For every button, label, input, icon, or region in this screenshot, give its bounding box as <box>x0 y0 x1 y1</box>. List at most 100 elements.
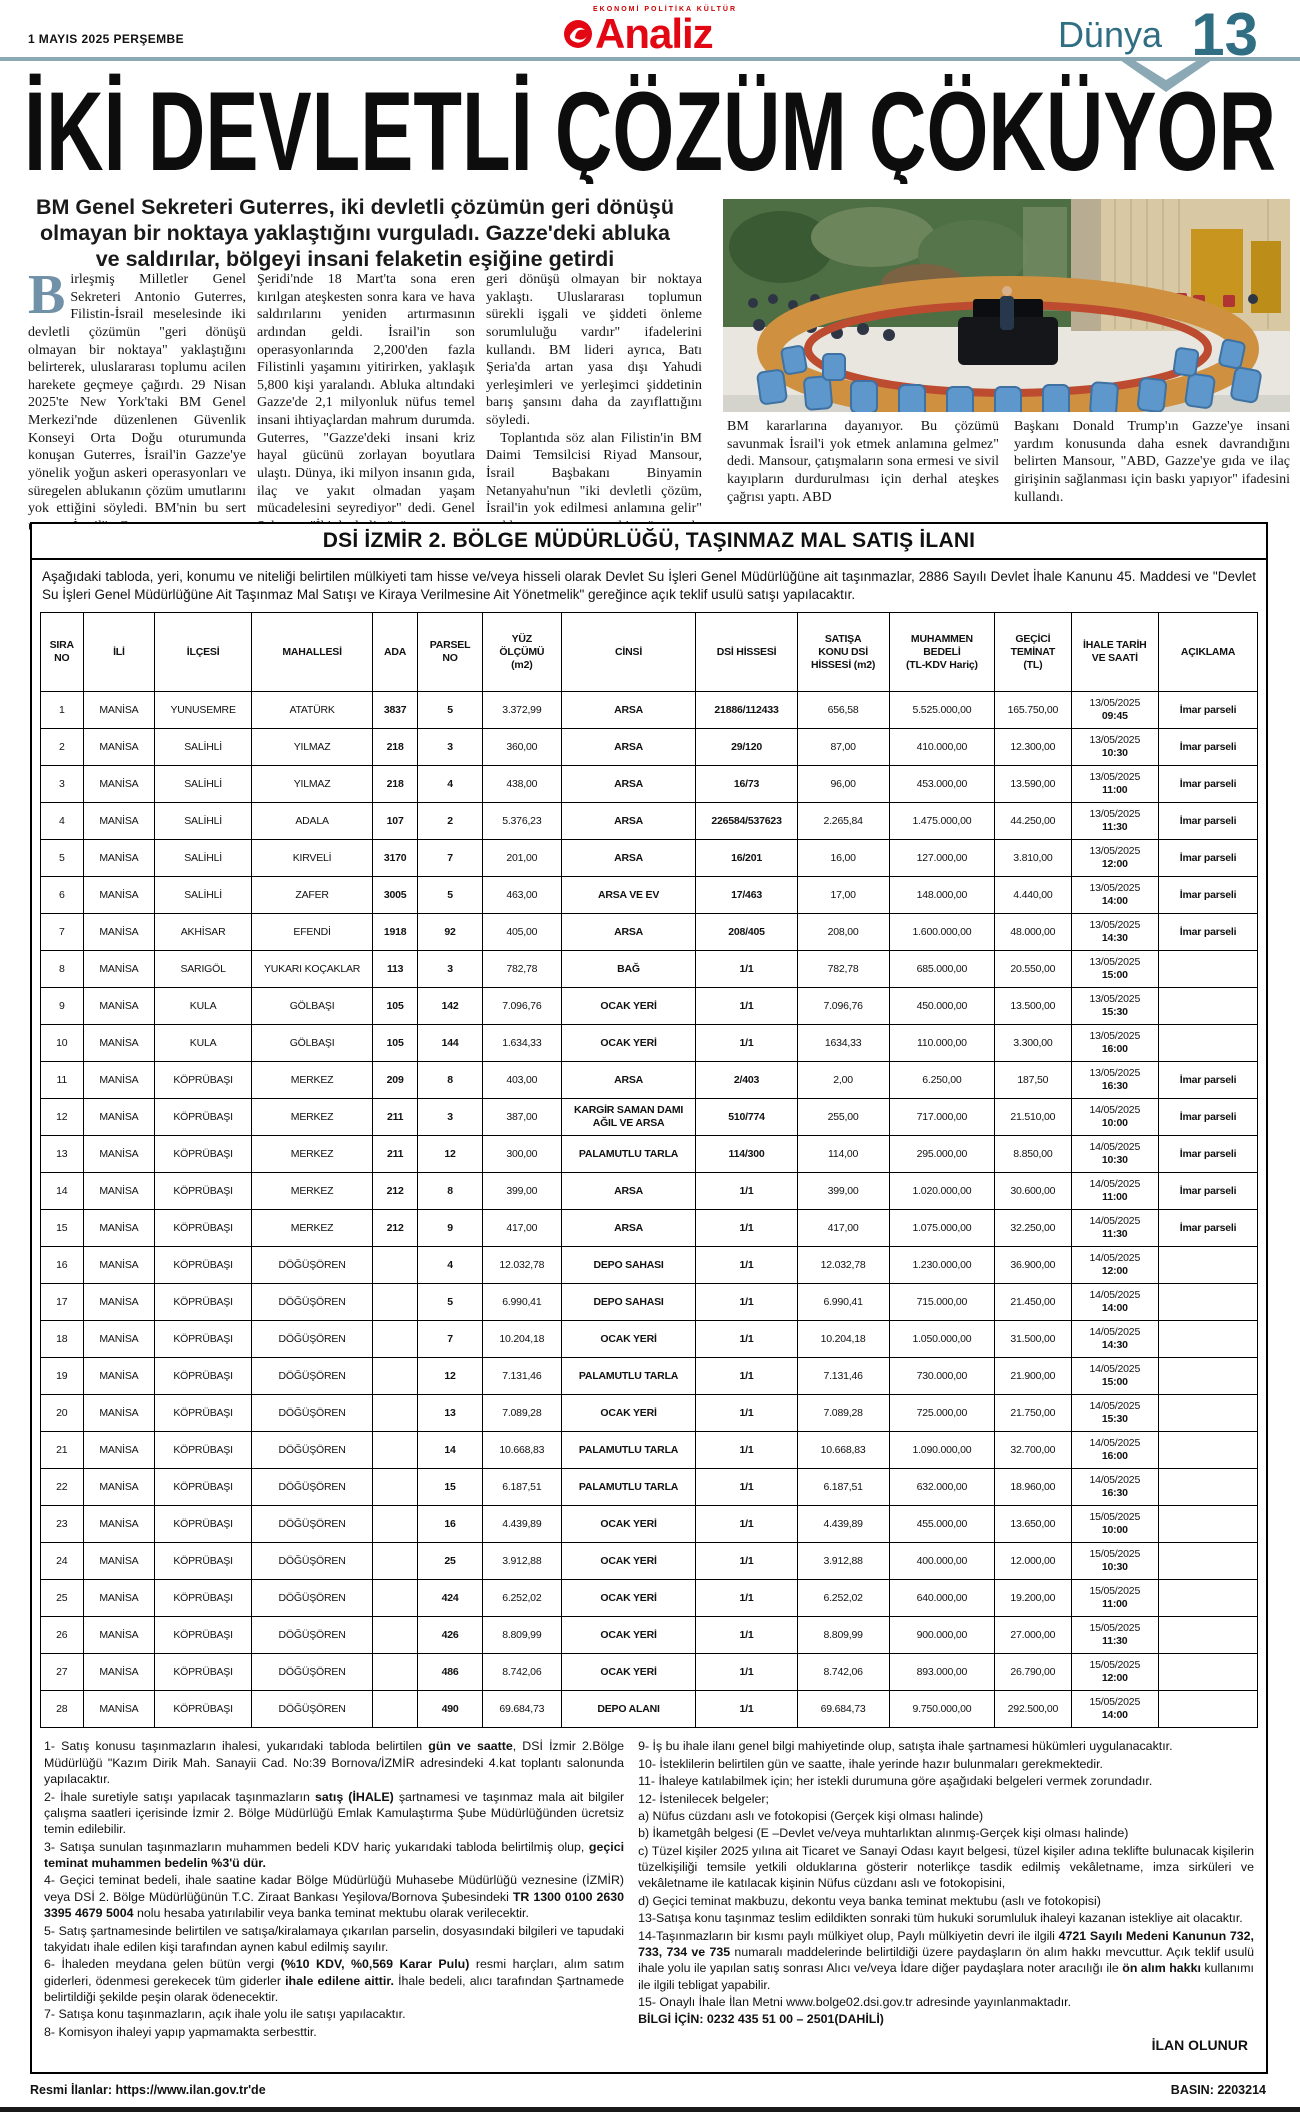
table-cell: KÖPRÜBAŞI <box>154 1098 252 1137</box>
table-cell: 1.600.000,00 <box>888 913 996 952</box>
table-cell: 12.032,78 <box>482 1246 562 1285</box>
table-cell: 13/05/2025 14:30 <box>1070 913 1160 952</box>
table-cell: 16/73 <box>695 765 798 804</box>
table-cell: ARSA <box>560 839 697 878</box>
table-cell: 1.230.000,00 <box>888 1246 996 1285</box>
column-header: CİNSİ <box>560 612 697 693</box>
table-cell <box>372 1616 419 1655</box>
table-cell: 1/1 <box>695 1653 798 1692</box>
table-cell: 15 <box>417 1468 484 1507</box>
table-cell: ARSA <box>560 913 697 952</box>
table-cell: KÖPRÜBAŞI <box>154 1690 252 1729</box>
table-cell: 3 <box>417 1098 484 1137</box>
issue-date: 1 MAYIS 2025 PERŞEMBE <box>28 32 185 46</box>
table-cell: 18 <box>40 1320 84 1359</box>
table-row: 5 MANİSA SALİHLİ KIRVELİ 3170 7 201,00 ARSA 16/2… <box>40 839 1258 878</box>
table-cell: 295.000,00 <box>888 1135 996 1174</box>
table-cell: KULA <box>154 987 252 1026</box>
table-cell: MERKEZ <box>250 1172 374 1211</box>
table-cell: ARSA <box>560 1172 697 1211</box>
table-cell: SALİHLİ <box>154 876 252 915</box>
notice-item: 12- İstenilecek belgeler; <box>638 1791 769 1806</box>
table-header: SIRA NO İLİ İLÇESİ MAHALLESİ ADA PARSEL NO YÜZ… <box>40 612 1258 693</box>
table-cell: 2,00 <box>796 1061 890 1100</box>
notice-item: 4- Geçici teminat bedeli, ihale saatine … <box>44 1873 625 1921</box>
article-paragraph: geri dönüşü olmayan bir noktaya yaklaştı… <box>486 272 702 428</box>
table-cell: 8 <box>417 1061 484 1100</box>
table-cell: DÖĞÜŞÖREN <box>250 1505 374 1544</box>
table-cell: 5 <box>417 691 484 730</box>
table-cell <box>372 1653 419 1692</box>
table-cell: 4 <box>417 1246 484 1285</box>
table-cell: 32.700,00 <box>994 1431 1072 1470</box>
table-cell: 424 <box>417 1579 484 1618</box>
table-cell: 14/05/2025 14:30 <box>1070 1320 1160 1359</box>
table-cell: KÖPRÜBAŞI <box>154 1320 252 1359</box>
table-cell: YILMAZ <box>250 765 374 804</box>
table-cell <box>372 1320 419 1359</box>
table-cell: KÖPRÜBAŞI <box>154 1172 252 1211</box>
table-cell: 10.204,18 <box>482 1320 562 1359</box>
table-row: 8 MANİSA SARIGÖL YUKARI KOÇAKLAR 113 3 782,78 B… <box>40 950 1258 989</box>
table-cell: MANİSA <box>82 1579 156 1618</box>
table-cell: 656,58 <box>796 691 890 730</box>
table-row: 26 MANİSA KÖPRÜBAŞI DÖĞÜŞÖREN 426 8.809,99 OCA… <box>40 1616 1258 1655</box>
table-cell: 1/1 <box>695 1172 798 1211</box>
table-cell: KULA <box>154 1024 252 1063</box>
table-cell: 8.809,99 <box>482 1616 562 1655</box>
notice-item: 14-Taşınmazların bir kısmı paylı mülkiye… <box>638 1928 1254 1992</box>
table-cell: OCAK YERİ <box>560 1542 697 1581</box>
table-cell: 1/1 <box>695 1320 798 1359</box>
table-cell: DÖĞÜŞÖREN <box>250 1468 374 1507</box>
table-cell: 10.204,18 <box>796 1320 890 1359</box>
table-cell: 15/05/2025 11:00 <box>1070 1579 1160 1618</box>
table-cell: PALAMUTLU TARLA <box>560 1468 697 1507</box>
table-cell <box>1158 1579 1258 1618</box>
main-headline: İKİ DEVLETLİ ÇÖZÜM ÇÖKÜYOR <box>24 72 1276 184</box>
press-number: BASIN: 2203214 <box>1170 2083 1266 2097</box>
table-cell: KÖPRÜBAŞI <box>154 1653 252 1692</box>
headline-svg: İKİ DEVLETLİ ÇÖZÜM ÇÖKÜYOR <box>24 72 1276 184</box>
table-cell: 25 <box>40 1579 84 1618</box>
table-cell <box>372 1246 419 1285</box>
table-cell: 2/403 <box>695 1061 798 1100</box>
notice-item: 10- İsteklilerin belirtilen gün ve saatt… <box>638 1756 1103 1771</box>
table-cell: 24 <box>40 1542 84 1581</box>
table-cell <box>1158 987 1258 1026</box>
table-cell: 1/1 <box>695 1616 798 1655</box>
table-row: 18 MANİSA KÖPRÜBAŞI DÖĞÜŞÖREN 7 10.204,18 OCAK… <box>40 1320 1258 1359</box>
table-cell: 13 <box>40 1135 84 1174</box>
table-cell: 6.990,41 <box>482 1283 562 1322</box>
table-cell: DÖĞÜŞÖREN <box>250 1283 374 1322</box>
table-cell: 127.000,00 <box>888 839 996 878</box>
table-cell: MANİSA <box>82 1246 156 1285</box>
table-cell: 16,00 <box>796 839 890 878</box>
table-cell: 13/05/2025 10:30 <box>1070 728 1160 767</box>
table-cell: MANİSA <box>82 1394 156 1433</box>
table-cell: SALİHLİ <box>154 802 252 841</box>
table-cell: 1/1 <box>695 1542 798 1581</box>
table-cell: MERKEZ <box>250 1061 374 1100</box>
table-cell: 22 <box>40 1468 84 1507</box>
notice-item: 6- İhaleden meydana gelen bütün vergi (%… <box>44 1957 625 2005</box>
article-paragraph: Başkanı Donald Trump'ın Gazze'ye insani … <box>1014 419 1290 505</box>
table-cell: 114,00 <box>796 1135 890 1174</box>
table-cell: 211 <box>372 1135 419 1174</box>
table-row: 13 MANİSA KÖPRÜBAŞI MERKEZ 211 12 300,00 PALAMU… <box>40 1135 1258 1174</box>
table-cell: 21 <box>40 1431 84 1470</box>
table-cell: 32.250,00 <box>994 1209 1072 1248</box>
column-header: DSİ HİSSESİ <box>695 612 798 693</box>
notice-item: c) Tüzel kişiler 2025 yılına ait Ticaret… <box>638 1843 1254 1891</box>
table-cell: ARSA <box>560 802 697 841</box>
table-cell: 1/1 <box>695 1283 798 1322</box>
table-row: 23 MANİSA KÖPRÜBAŞI DÖĞÜŞÖREN 16 4.439,89 OCAK… <box>40 1505 1258 1544</box>
table-cell: 1.050.000,00 <box>888 1320 996 1359</box>
table-cell: 14/05/2025 15:30 <box>1070 1394 1160 1433</box>
table-cell: 399,00 <box>796 1172 890 1211</box>
table-cell: 12 <box>40 1098 84 1137</box>
table-cell: 3.912,88 <box>796 1542 890 1581</box>
table-cell: 1/1 <box>695 1579 798 1618</box>
table-cell: 10.668,83 <box>796 1431 890 1470</box>
